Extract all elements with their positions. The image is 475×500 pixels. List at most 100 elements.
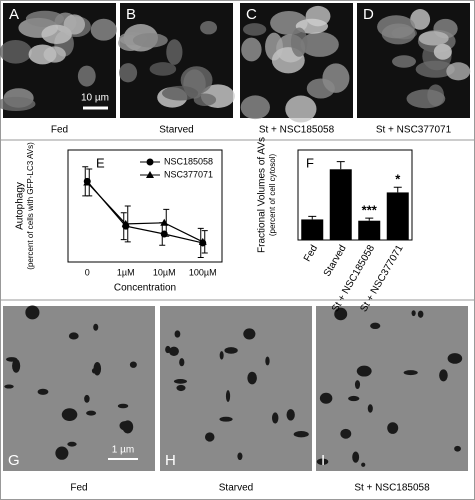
cell [410, 9, 431, 30]
scale-label: 10 µm [81, 93, 109, 104]
organelle [174, 330, 181, 338]
bar [358, 220, 381, 240]
x-tick-label: Starved [322, 243, 349, 278]
organelle [387, 422, 399, 434]
cell [240, 95, 270, 120]
bar [329, 169, 352, 240]
organelle [204, 432, 215, 442]
cell [290, 27, 308, 57]
cell [406, 89, 446, 109]
cell [0, 39, 32, 64]
organelle [93, 361, 102, 376]
organelle [173, 379, 187, 384]
marker [121, 219, 130, 227]
organelle [67, 441, 77, 447]
panel-letter: I [321, 452, 325, 469]
error-bar [308, 215, 317, 220]
cell [90, 18, 117, 41]
organelle [348, 395, 360, 402]
cell [119, 63, 138, 83]
micrograph [316, 306, 468, 471]
legend-marker [146, 158, 154, 166]
panel-letter: H [165, 452, 176, 469]
panel-letter: C [246, 6, 257, 23]
x-axis-label: Concentration [114, 283, 176, 294]
organelle [122, 420, 134, 434]
y-axis-label: Fractional Volumes of AVs [257, 137, 268, 253]
significance: * [395, 172, 401, 187]
panel-letter: F [306, 155, 314, 170]
cell [392, 55, 416, 68]
organelle [439, 369, 448, 382]
organelle [219, 351, 224, 360]
organelle [340, 428, 352, 439]
x-tick-label: Fed [302, 243, 320, 263]
organelle [129, 361, 137, 368]
cell [63, 14, 86, 35]
caption: Starved [219, 483, 253, 494]
organelle [117, 403, 129, 409]
x-tick-label: 10µM [153, 267, 176, 277]
organelle [286, 409, 295, 421]
organelle [272, 412, 279, 424]
organelle [411, 310, 416, 317]
organelle [417, 310, 424, 318]
marker [160, 218, 169, 226]
organelle [454, 445, 461, 452]
organelle [68, 332, 79, 340]
x-tick-label: 1µM [117, 267, 135, 277]
caption: St + NSC185058 [354, 483, 430, 494]
cell [446, 62, 471, 81]
marker [198, 237, 207, 245]
organelle [25, 305, 40, 320]
panel-letter: G [8, 452, 20, 469]
panel-letter: A [9, 6, 19, 23]
organelle [6, 357, 18, 362]
organelle [319, 392, 333, 404]
panel-letter: E [96, 155, 105, 170]
cell [166, 39, 183, 65]
organelle [168, 346, 179, 356]
organelle [176, 384, 186, 392]
significance: *** [362, 203, 378, 218]
organelle [61, 408, 78, 421]
legend-label: NSC185058 [164, 156, 213, 166]
cell [242, 23, 267, 36]
organelle [237, 452, 243, 461]
caption: St + NSC185058 [259, 125, 335, 136]
y-axis-label: Autophagy [15, 182, 26, 230]
panel-letter: B [126, 6, 136, 23]
organelle [447, 353, 463, 364]
legend-label: NSC377071 [164, 169, 213, 179]
organelle [225, 390, 231, 403]
marker [83, 178, 92, 186]
organelle [179, 358, 185, 367]
cell [415, 60, 455, 78]
cell [418, 31, 449, 46]
organelle [4, 384, 14, 389]
caption: St + NSC377071 [376, 125, 452, 136]
cell [377, 15, 416, 39]
cell [0, 96, 36, 112]
organelle [356, 365, 372, 377]
line [86, 182, 204, 243]
y-axis-label: (percent of cell cytosol) [268, 154, 277, 237]
cell [41, 24, 72, 44]
plot-area [67, 149, 223, 263]
cell [295, 18, 329, 34]
cell [285, 95, 317, 123]
cell [200, 20, 218, 35]
cell [306, 78, 335, 99]
organelle [361, 462, 366, 467]
organelle [370, 322, 381, 330]
organelle [352, 451, 360, 463]
cell [193, 93, 217, 106]
x-tick-label: 0 [85, 267, 90, 277]
organelle [12, 358, 21, 373]
organelle [354, 380, 361, 390]
error-bar [393, 186, 402, 193]
scale-label: 1 µm [112, 445, 134, 456]
cell [77, 65, 96, 87]
organelle [403, 370, 418, 376]
